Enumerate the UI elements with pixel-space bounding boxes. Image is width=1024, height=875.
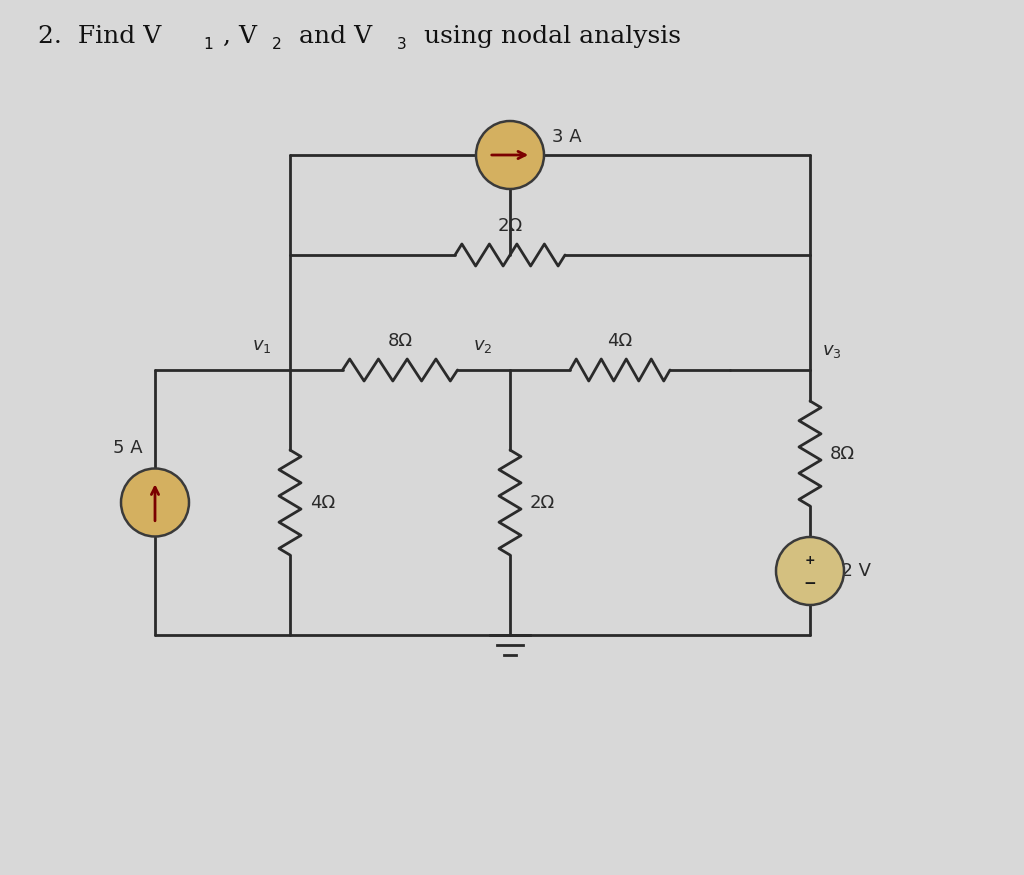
Text: $v_2$: $v_2$ [473, 337, 492, 355]
Text: $_2$: $_2$ [271, 30, 282, 52]
Text: $v_1$: $v_1$ [253, 337, 272, 355]
Text: 8Ω: 8Ω [387, 332, 413, 350]
Circle shape [476, 121, 544, 189]
Text: 4Ω: 4Ω [310, 493, 335, 512]
Text: $v_3$: $v_3$ [822, 342, 842, 360]
Text: 3 A: 3 A [552, 128, 582, 146]
Text: $_3$: $_3$ [396, 30, 407, 52]
Text: using nodal analysis: using nodal analysis [416, 25, 681, 48]
Text: 2Ω: 2Ω [498, 217, 522, 235]
Circle shape [776, 537, 844, 605]
Text: $_1$: $_1$ [203, 30, 214, 52]
Text: , V: , V [223, 25, 257, 48]
Text: +: + [805, 554, 815, 566]
Text: −: − [804, 576, 816, 591]
Text: 4Ω: 4Ω [607, 332, 633, 350]
Text: 5 A: 5 A [114, 438, 143, 457]
Text: 8Ω: 8Ω [830, 444, 855, 463]
Text: and V: and V [291, 25, 372, 48]
Circle shape [121, 468, 189, 536]
Text: 2Ω: 2Ω [530, 493, 555, 512]
Text: 2.  Find V: 2. Find V [38, 25, 161, 48]
Text: 12 V: 12 V [830, 562, 871, 580]
